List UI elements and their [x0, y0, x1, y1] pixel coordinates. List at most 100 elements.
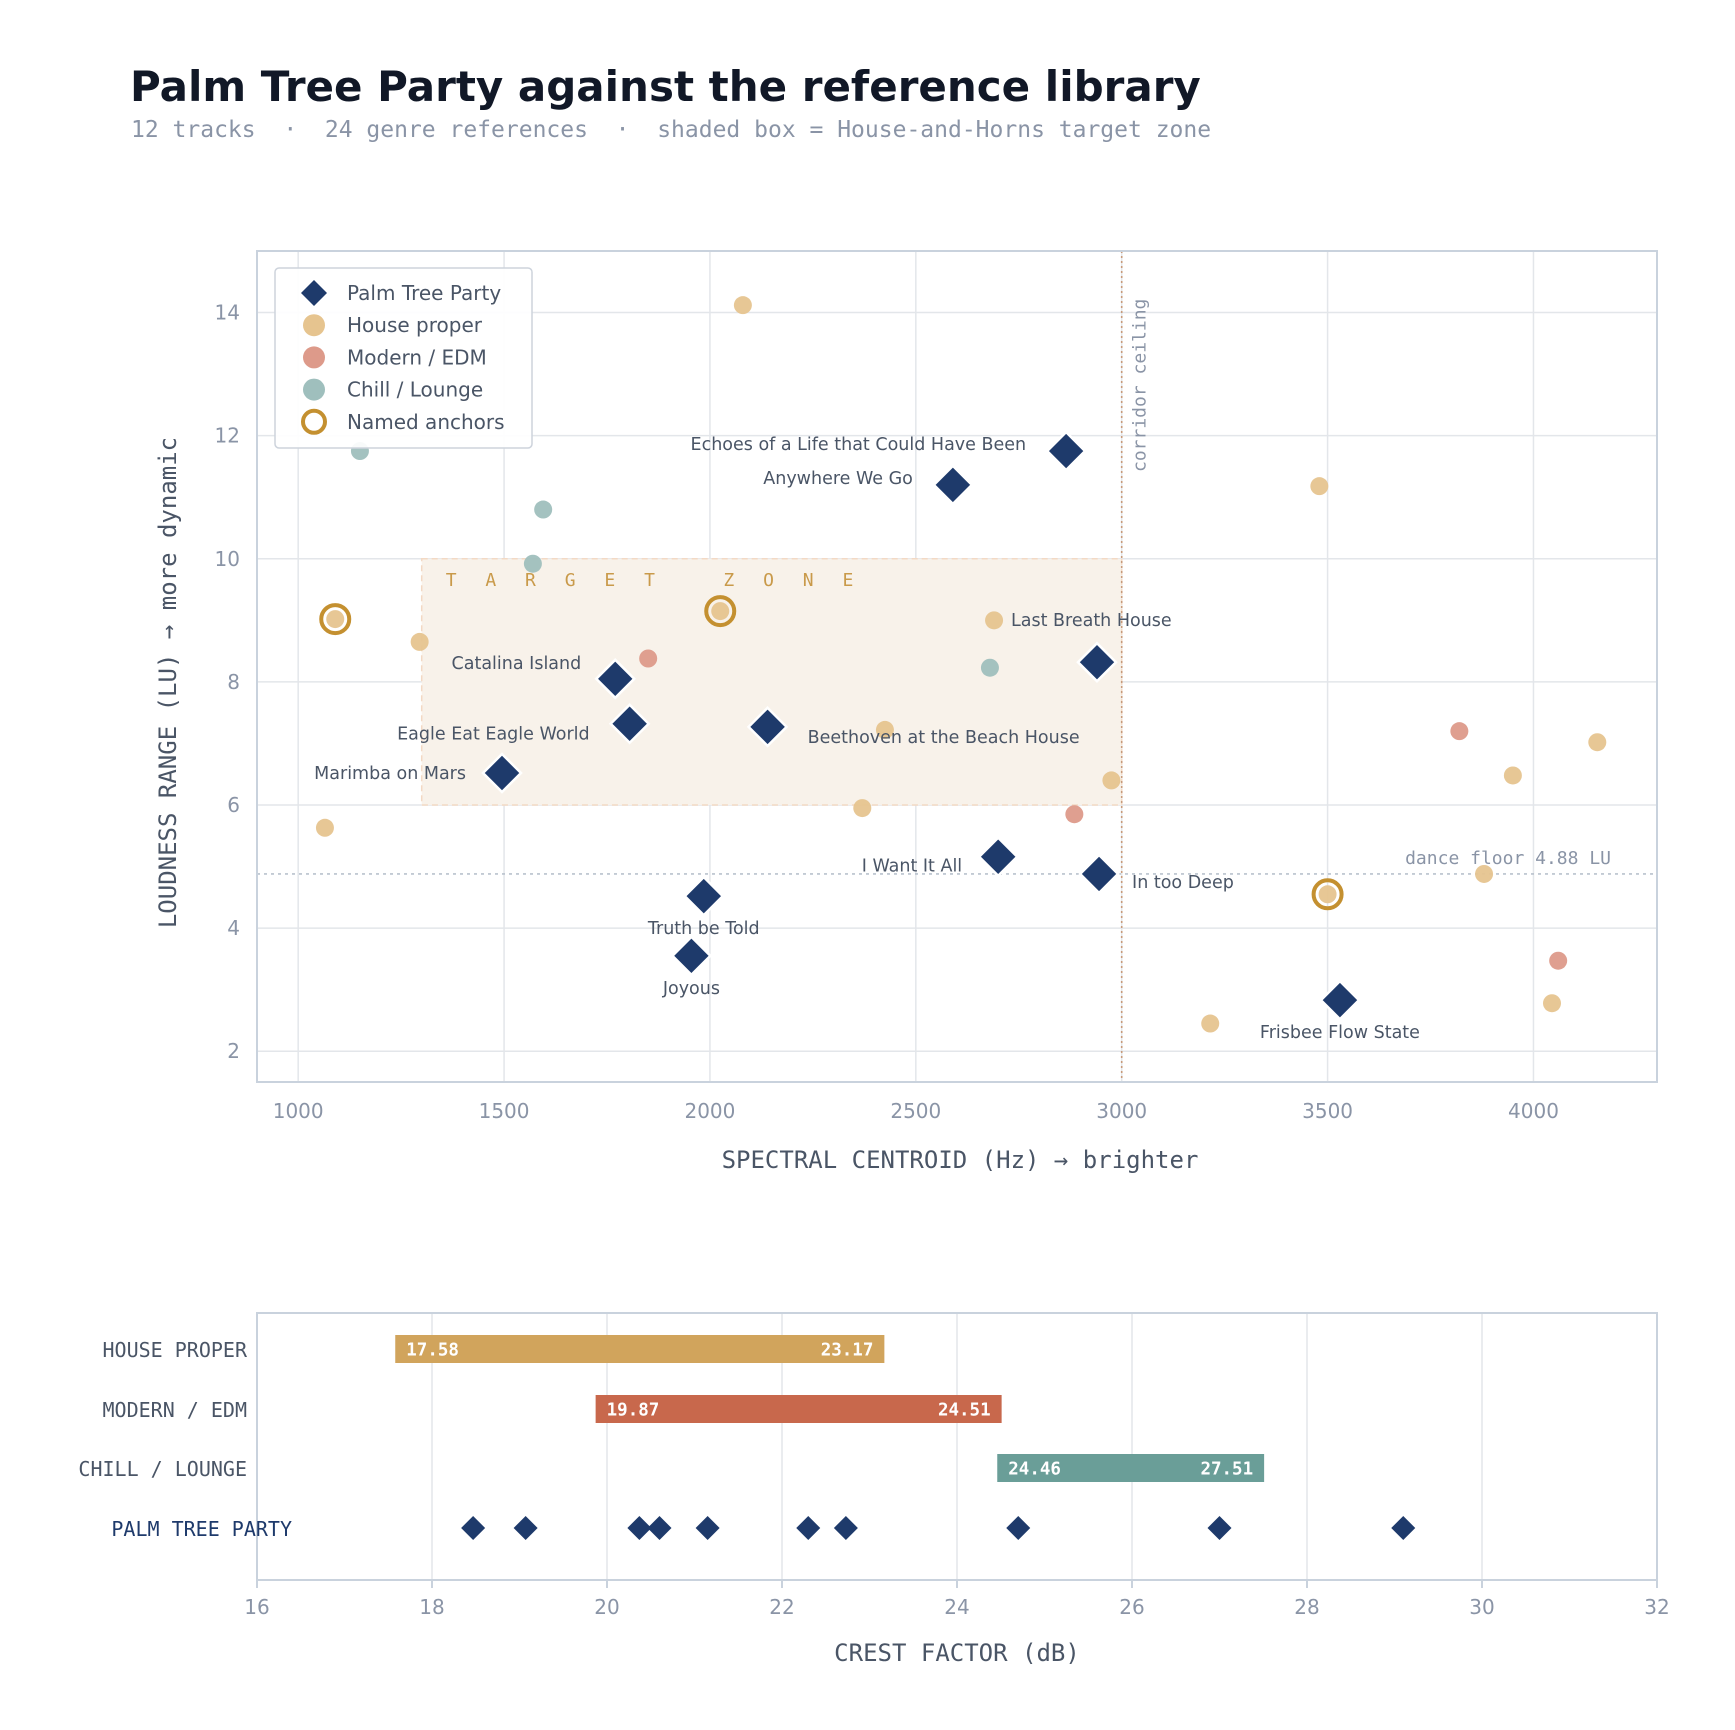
y-tick-label: 2: [227, 1039, 240, 1063]
legend-label: Chill / Lounge: [347, 378, 483, 402]
range-high-label: 24.51: [938, 1401, 991, 1421]
legend-marker-circle: [303, 346, 325, 369]
reference-point: [1450, 722, 1469, 741]
crest-tick-label: 28: [1294, 1595, 1319, 1619]
scatter-points: [315, 296, 1607, 1033]
legend-label: Named anchors: [347, 410, 505, 434]
y-tick-label: 10: [215, 547, 240, 571]
crest-track-diamond: [1006, 1516, 1031, 1540]
x-tick-label: 1000: [273, 1099, 324, 1123]
reference-point: [315, 818, 334, 837]
legend-label: Palm Tree Party: [347, 281, 501, 305]
track-label: Truth be Told: [647, 919, 760, 939]
target-zone-label: T A R G E T Z O N E: [446, 570, 863, 591]
track-label: Frisbee Flow State: [1260, 1023, 1420, 1043]
crest-tick-label: 20: [594, 1595, 619, 1619]
track-diamond: [1078, 853, 1120, 895]
legend-marker-circle: [303, 378, 325, 401]
reference-point: [523, 554, 542, 573]
track-diamond: [1045, 430, 1087, 472]
x-tick-label: 2500: [890, 1099, 941, 1123]
track-diamond: [594, 658, 637, 700]
chart-subtitle: 12 tracks · 24 genre references · shaded…: [131, 117, 1212, 143]
reference-point: [980, 658, 999, 677]
reference-point: [1543, 994, 1561, 1013]
reference-point: [639, 649, 658, 668]
track-label: Catalina Island: [452, 654, 582, 674]
reference-point: [875, 720, 894, 739]
crest-tick-label: 32: [1644, 1595, 1669, 1619]
crest-track-diamond: [1391, 1516, 1416, 1540]
track-label: Beethoven at the Beach House: [808, 728, 1080, 748]
crest-tick-label: 16: [244, 1595, 269, 1619]
scatter-tick-labels: 1000 1500 2000 2500 3000 3500 4000 2 4 6 8 10 12 14: [215, 301, 1559, 1123]
range-high-label: 27.51: [1200, 1460, 1253, 1480]
track-diamond: [481, 752, 523, 794]
y-tick-label: 8: [227, 670, 240, 694]
track-diamond: [608, 702, 651, 745]
target-zone: [420, 558, 1123, 806]
crest-range-bar: [395, 1335, 885, 1363]
crest-track-diamond: [833, 1516, 858, 1540]
track-label: Anywhere We Go: [763, 469, 913, 489]
crest-range-bars: 17.58 23.17 19.87 24.51 24.46 27.51: [395, 1335, 1265, 1482]
reference-point: [711, 602, 730, 621]
crest-track-diamond: [627, 1516, 652, 1540]
legend-marker-diamond: [301, 280, 327, 306]
legend-label: House proper: [347, 313, 483, 337]
legend-marker-ring: [301, 408, 327, 435]
crest-track-diamond: [796, 1516, 821, 1540]
reference-point: [1201, 1014, 1220, 1033]
crest-tick-labels: 16 18 20 22 24 26 28 30 32: [244, 1595, 1669, 1619]
scatter-plot-frame: [256, 250, 1658, 1083]
track-diamond: [1076, 641, 1118, 683]
reference-point: [1503, 766, 1522, 785]
crest-tick-label: 22: [769, 1595, 794, 1619]
track-label: In too Deep: [1132, 873, 1234, 893]
reference-point: [1310, 477, 1329, 496]
reference-point: [410, 632, 429, 651]
track-diamond: [670, 935, 713, 977]
legend-label: Modern / EDM: [347, 345, 487, 369]
x-tick-label: 2000: [684, 1099, 735, 1123]
range-low-label: 24.46: [1008, 1460, 1061, 1480]
crest-track-diamond: [647, 1516, 672, 1540]
track-label: Echoes of a Life that Could Have Been: [691, 435, 1027, 455]
x-tick-label: 4000: [1508, 1099, 1559, 1123]
reference-point: [326, 610, 345, 629]
chart-title: Palm Tree Party against the reference li…: [130, 62, 1201, 111]
track-label: Last Breath House: [1011, 611, 1172, 631]
track-label: Marimba on Mars: [314, 764, 466, 784]
reference-point: [853, 799, 872, 818]
reference-point: [1102, 771, 1121, 790]
crest-track-diamond: [1207, 1516, 1232, 1540]
scatter-point-labels: Echoes of a Life that Could Have Been Any…: [314, 435, 1420, 1043]
crest-track-diamond: [461, 1516, 486, 1540]
track-diamond: [977, 835, 1019, 878]
reference-point: [1318, 885, 1337, 904]
reference-point: [534, 500, 553, 519]
track-diamond: [1319, 979, 1361, 1021]
crest-tick-label: 18: [419, 1595, 444, 1619]
crest-row-label: CHILL / LOUNGE: [78, 1457, 247, 1481]
track-diamond: [682, 875, 725, 917]
crest-tick-label: 26: [1119, 1595, 1144, 1619]
range-high-label: 23.17: [821, 1341, 874, 1361]
crest-row-label: MODERN / EDM: [103, 1398, 248, 1422]
x-axis-label: SPECTRAL CENTROID (Hz) → brighter: [722, 1146, 1199, 1174]
reference-point: [733, 296, 752, 315]
y-tick-label: 12: [215, 424, 240, 448]
track-label: I Want It All: [862, 857, 962, 877]
legend-marker-circle: [303, 314, 325, 337]
track-diamond: [932, 464, 974, 506]
y-tick-label: 4: [227, 916, 240, 940]
range-low-label: 17.58: [406, 1341, 459, 1361]
reference-point: [1588, 733, 1607, 752]
reference-point: [1549, 951, 1568, 970]
named-anchor-ring: [704, 595, 737, 628]
track-label: Eagle Eat Eagle World: [397, 725, 590, 745]
reference-point: [985, 611, 1004, 630]
x-tick-label: 3500: [1302, 1099, 1353, 1123]
track-diamond: [746, 706, 789, 748]
x-tick-label: 1500: [479, 1099, 530, 1123]
